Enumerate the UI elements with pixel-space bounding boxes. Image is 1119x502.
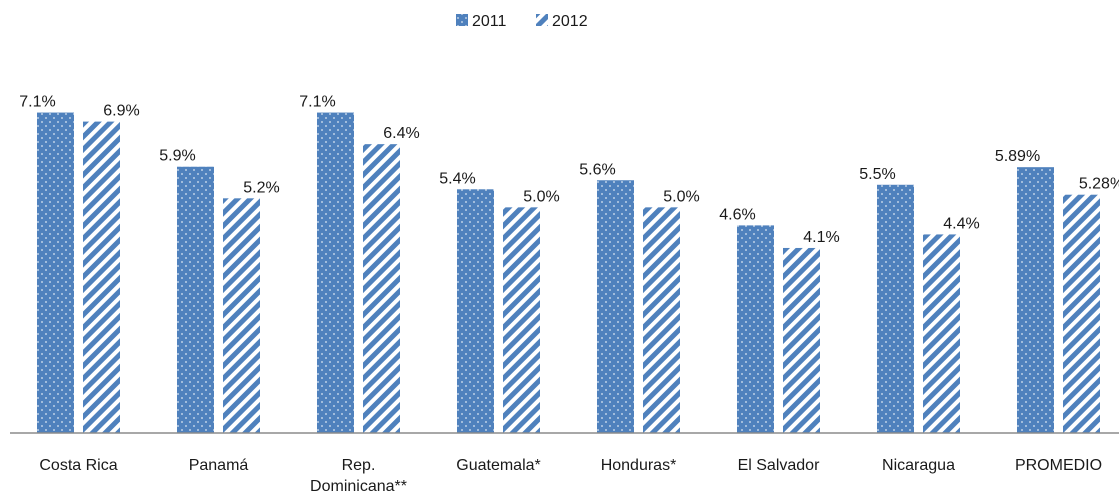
bar-2011-6 xyxy=(877,184,914,433)
bar-2012-1 xyxy=(223,198,260,433)
bar-2012-7 xyxy=(1063,194,1100,433)
value-label-2012-4: 5.0% xyxy=(663,188,699,205)
value-label-2012-1: 5.2% xyxy=(243,179,279,196)
value-label-2011-2: 7.1% xyxy=(299,94,335,111)
bar-2012-3 xyxy=(503,207,540,433)
bar-2011-2 xyxy=(317,112,354,433)
value-label-2012-7: 5.28% xyxy=(1079,176,1119,193)
category-label-7: PROMEDIO xyxy=(1015,457,1102,474)
value-label-2011-6: 5.5% xyxy=(859,166,895,183)
category-label-5: El Salvador xyxy=(738,457,820,474)
bar-2012-4 xyxy=(643,207,680,433)
category-label-0: Costa Rica xyxy=(39,457,117,474)
value-label-2012-2: 6.4% xyxy=(383,125,419,142)
legend: 2011 2012 xyxy=(456,13,588,30)
bar-2011-3 xyxy=(457,189,494,433)
bar-2012-5 xyxy=(783,247,820,433)
legend-swatch-2012 xyxy=(536,14,548,26)
legend-label-2011: 2011 xyxy=(472,13,507,30)
category-label-4: Honduras* xyxy=(601,457,677,474)
value-label-2012-3: 5.0% xyxy=(523,188,559,205)
value-label-2011-4: 5.6% xyxy=(579,161,615,178)
value-labels-layer: 7.1% 6.9% 5.9% 5.2% 7.1% 6.4% 5.4% 5.0% 5.6% 5.0%… xyxy=(19,94,1119,246)
bar-2011-5 xyxy=(737,225,774,433)
value-label-2012-6: 4.4% xyxy=(943,215,979,232)
bar-2012-0 xyxy=(83,121,120,433)
category-label-1: Panamá xyxy=(189,457,249,474)
category-label-6: Nicaragua xyxy=(882,457,955,474)
bar-2012-2 xyxy=(363,144,400,433)
value-label-2011-1: 5.9% xyxy=(159,148,195,165)
bars-layer xyxy=(37,112,1100,434)
legend-swatch-2011 xyxy=(456,14,468,26)
bar-2011-7 xyxy=(1017,167,1054,434)
bar-2011-1 xyxy=(177,166,214,433)
category-label-2: Rep. Dominicana** xyxy=(310,457,407,495)
bar-2011-4 xyxy=(597,180,634,433)
value-label-2012-0: 6.9% xyxy=(103,103,139,120)
category-label-3: Guatemala* xyxy=(456,457,541,474)
value-label-2011-3: 5.4% xyxy=(439,170,475,187)
value-label-2012-5: 4.1% xyxy=(803,229,839,246)
value-label-2011-5: 4.6% xyxy=(719,206,755,223)
bar-2011-0 xyxy=(37,112,74,433)
value-label-2011-7: 5.89% xyxy=(995,148,1040,165)
bar-2012-6 xyxy=(923,234,960,433)
value-label-2011-0: 7.1% xyxy=(19,94,55,111)
category-labels-layer: Costa Rica Panamá Rep. Dominicana** Guatemal… xyxy=(39,457,1102,495)
legend-label-2012: 2012 xyxy=(552,13,588,30)
